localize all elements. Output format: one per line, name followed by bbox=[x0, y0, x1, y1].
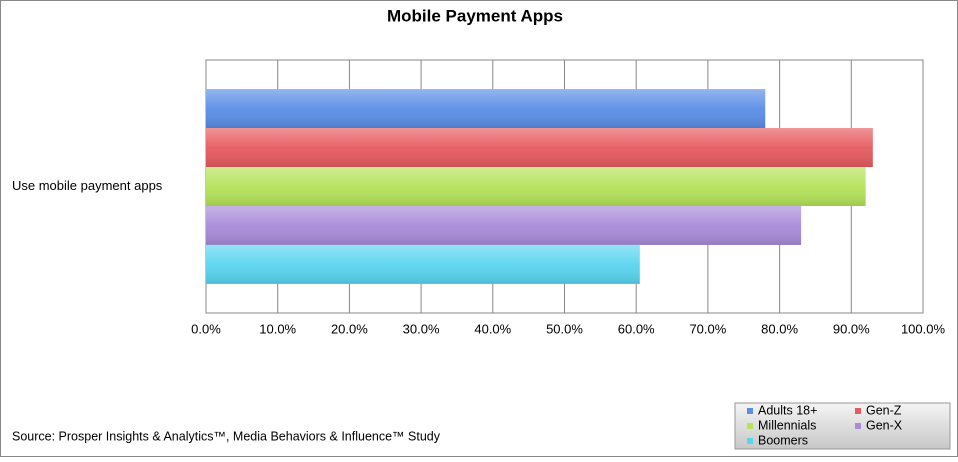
x-tick-label: 70.0% bbox=[689, 321, 726, 336]
chart-title: Mobile Payment Apps bbox=[387, 6, 563, 25]
legend-swatch bbox=[855, 423, 861, 429]
bar-shine bbox=[206, 205, 802, 245]
x-tick-label: 40.0% bbox=[474, 321, 511, 336]
x-tick-label: 0.0% bbox=[191, 321, 221, 336]
bar-shine bbox=[206, 244, 640, 284]
bar-shine bbox=[206, 89, 766, 129]
legend-label: Adults 18+ bbox=[758, 403, 817, 417]
legend-label: Boomers bbox=[758, 433, 808, 447]
legend-box bbox=[734, 402, 951, 450]
legend-swatch bbox=[747, 438, 753, 444]
legend-label: Gen-Z bbox=[866, 403, 902, 417]
x-tick-label: 50.0% bbox=[546, 321, 583, 336]
x-tick-label: 30.0% bbox=[403, 321, 440, 336]
bar-shine bbox=[206, 167, 866, 206]
source: Source: Prosper Insights & Analytics™, M… bbox=[12, 429, 441, 443]
legend-label: Millennials bbox=[758, 418, 816, 432]
x-tick-label: 20.0% bbox=[331, 321, 368, 336]
legend-swatch bbox=[855, 408, 861, 414]
x-tick-label: 90.0% bbox=[833, 321, 870, 336]
legend-label: Gen-X bbox=[866, 418, 903, 432]
x-tick-label: 80.0% bbox=[761, 321, 798, 336]
x-tick-label: 60.0% bbox=[618, 321, 655, 336]
legend-swatch bbox=[747, 423, 753, 429]
legend-swatch bbox=[747, 408, 753, 414]
bar-shine bbox=[206, 128, 873, 168]
x-tick-label: 100.0% bbox=[901, 321, 946, 336]
y-tick-label: Use mobile payment apps bbox=[12, 178, 163, 193]
x-tick-label: 10.0% bbox=[259, 321, 296, 336]
